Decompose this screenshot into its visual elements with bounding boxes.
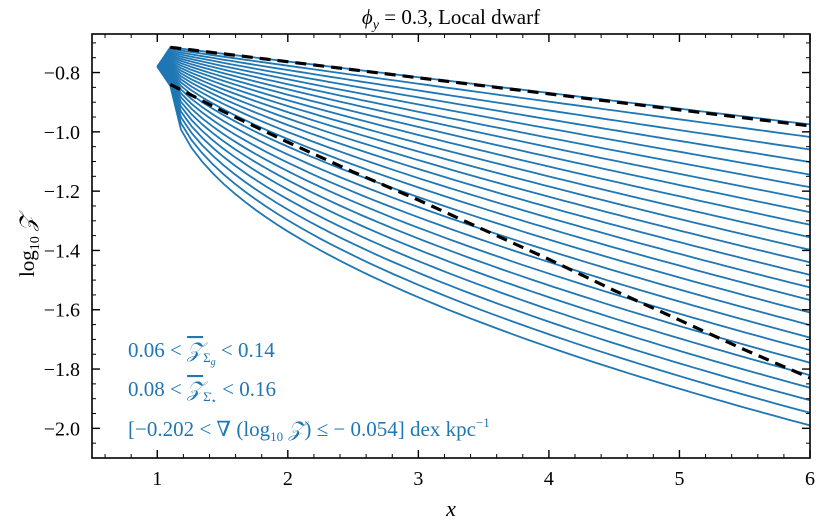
annotation-line-2: 0.08 < 𝒵Σ̇⋆ < 0.16 bbox=[128, 377, 276, 407]
y-tick-label: −2.0 bbox=[44, 418, 80, 440]
model-curve-9 bbox=[156, 59, 811, 226]
model-curve-13 bbox=[157, 65, 811, 276]
plot-frame bbox=[91, 33, 811, 459]
model-curve-20 bbox=[156, 65, 811, 364]
model-curves bbox=[156, 46, 811, 427]
model-curve-8 bbox=[156, 57, 811, 214]
model-curve-14 bbox=[157, 65, 811, 289]
y-tick-label: −1.2 bbox=[44, 181, 80, 203]
model-curve-21 bbox=[156, 65, 811, 377]
y-axis-title: log10 𝒵 bbox=[15, 210, 43, 277]
model-curve-12 bbox=[157, 64, 811, 264]
bounding-dashed-lines bbox=[169, 45, 811, 380]
x-axis-title: x bbox=[445, 496, 456, 521]
y-tick-label: −0.8 bbox=[44, 63, 80, 85]
x-tick-label: 2 bbox=[283, 468, 293, 490]
model-curve-7 bbox=[156, 55, 811, 201]
model-curve-2 bbox=[156, 47, 811, 138]
axis-ticks: 1 2 3 4 5 6 −0.8 −1.0 −1.2 −1.4 −1.6 −1.8 −2.0 bbox=[44, 34, 815, 490]
y-tick-label: −1.6 bbox=[44, 300, 80, 322]
annotation-line-1: 0.06 < 𝒵Σg < 0.14 bbox=[128, 338, 275, 368]
model-curve-24 bbox=[156, 66, 811, 414]
x-tick-label: 6 bbox=[805, 468, 815, 490]
model-curve-5 bbox=[156, 52, 811, 176]
plot-title: ϕy = 0.3, Local dwarf bbox=[362, 5, 540, 33]
lower-dashed-line bbox=[169, 82, 811, 380]
model-curve-4 bbox=[156, 51, 811, 163]
x-tick-label: 4 bbox=[544, 468, 554, 490]
model-curve-19 bbox=[156, 65, 811, 351]
model-curve-25 bbox=[156, 66, 811, 427]
y-tick-label: −1.0 bbox=[44, 122, 80, 144]
annotation-line-3: [−0.202 < ∇ (log10 𝒵) ≤ − 0.054] dex kpc… bbox=[128, 415, 490, 444]
x-tick-label: 1 bbox=[152, 468, 162, 490]
model-curve-6 bbox=[156, 54, 811, 188]
model-curve-15 bbox=[157, 65, 811, 301]
x-tick-label: 5 bbox=[674, 468, 684, 490]
model-curve-18 bbox=[156, 65, 811, 339]
model-curve-11 bbox=[157, 62, 811, 251]
model-curve-16 bbox=[156, 65, 811, 314]
model-curve-22 bbox=[156, 65, 811, 389]
annotation-box: 0.06 < 𝒵Σg < 0.14 0.08 < 𝒵Σ̇⋆ < 0.16 [−0… bbox=[128, 338, 490, 444]
model-curve-23 bbox=[156, 66, 811, 402]
model-curve-10 bbox=[156, 60, 811, 239]
y-tick-label: −1.8 bbox=[44, 359, 80, 381]
y-tick-label: −1.4 bbox=[44, 240, 80, 262]
x-tick-label: 3 bbox=[413, 468, 423, 490]
model-curve-3 bbox=[156, 49, 811, 151]
